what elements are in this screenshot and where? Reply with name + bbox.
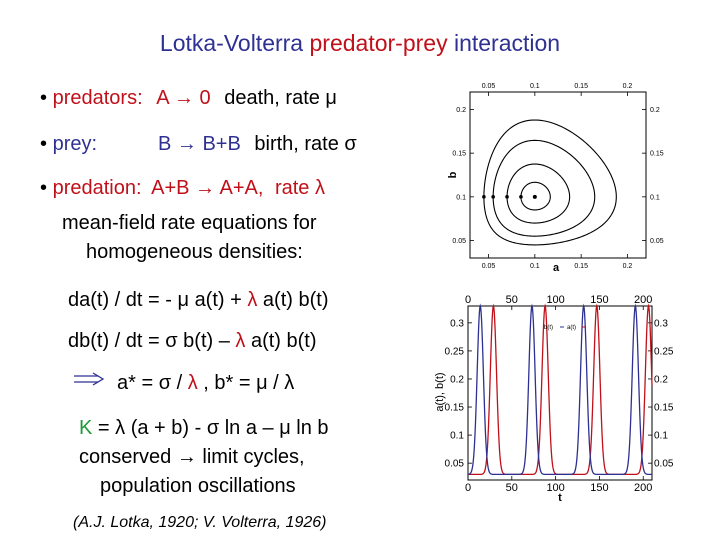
phase-xtick-label-top: 0.1 bbox=[530, 83, 540, 90]
phase-ytick-label: 0.05 bbox=[452, 238, 466, 245]
phase-ytick-label-right: 0.2 bbox=[650, 107, 660, 114]
prey-reaction: B → B+B bbox=[158, 133, 241, 155]
time-plot-frame bbox=[467, 305, 653, 481]
phase-start-marker bbox=[482, 195, 486, 199]
conserved-line3: population oscillations bbox=[100, 475, 296, 497]
time-ytick-label: 0.2 bbox=[450, 374, 464, 385]
fixed-point: a* = σ / λ , b* = μ / λ bbox=[117, 372, 294, 395]
conserved-K: K bbox=[79, 417, 93, 439]
phase-xlabel: a bbox=[553, 262, 560, 274]
time-ylabel: a(t), b(t) bbox=[434, 372, 446, 411]
fixed-post: , b* = μ / λ bbox=[197, 372, 295, 394]
phase-xtick-label: 0.05 bbox=[482, 263, 496, 270]
equation-a: da(t) / dt = - μ a(t) + λ a(t) b(t) bbox=[68, 289, 328, 312]
phase-xtick-label-top: 0.2 bbox=[623, 83, 633, 90]
time-xtick-label: 150 bbox=[590, 482, 608, 494]
fixed-lambda: λ bbox=[187, 372, 198, 394]
eq1-pre: da(t) / dt = - μ a(t) + bbox=[68, 289, 248, 311]
legend-b-label: b(t) bbox=[544, 325, 553, 331]
time-series-line-a(t) bbox=[468, 303, 653, 476]
time-ytick-label-right: 0.05 bbox=[654, 459, 674, 470]
time-ytick-label: 0.05 bbox=[445, 459, 465, 470]
time-ytick-label: 0.1 bbox=[450, 431, 464, 442]
eq2-pre: db(t) / dt = σ b(t) – bbox=[68, 330, 236, 352]
bullet-dot: • bbox=[40, 177, 48, 199]
predation-reaction: A+B → A+A, bbox=[151, 177, 264, 199]
title-part1: Lotka-Volterra bbox=[159, 30, 310, 56]
phase-start-marker bbox=[491, 195, 495, 199]
time-xtick-label-top: 50 bbox=[506, 294, 518, 306]
phase-portrait-chart: 0.05 0.05 0.1 0.1 0.15 0.15 0.2 0.2 0.2 0.2 0.15 0.… bbox=[447, 83, 664, 274]
time-xtick-label: 0 bbox=[465, 482, 471, 494]
eq1-post: a(t) b(t) bbox=[257, 289, 329, 311]
bullet-prey: • prey: bbox=[40, 133, 97, 156]
phase-start-marker bbox=[505, 195, 509, 199]
predation-label: predation: bbox=[52, 177, 142, 199]
predators-text: death, rate μ bbox=[224, 87, 337, 109]
legend-a-label: a(t) bbox=[567, 325, 576, 331]
eq2-lambda: λ bbox=[235, 330, 246, 352]
phase-xtick-label: 0.2 bbox=[623, 263, 633, 270]
phase-ytick-label-right: 0.1 bbox=[650, 194, 660, 201]
meanfield-line2: homogeneous densities: bbox=[86, 241, 303, 263]
phase-ylabel: b bbox=[447, 171, 459, 178]
phase-start-marker bbox=[519, 195, 523, 199]
implies-arrow-icon bbox=[74, 372, 105, 386]
predation-text: rate λ bbox=[274, 177, 325, 199]
time-xtick-label: 100 bbox=[546, 482, 564, 494]
eq1-lambda: λ bbox=[247, 289, 258, 311]
time-xtick-label: 200 bbox=[634, 482, 652, 494]
time-xtick-label-top: 100 bbox=[546, 294, 564, 306]
time-xtick-label-top: 0 bbox=[465, 294, 471, 306]
conserved-line2: conserved → limit cycles, bbox=[79, 446, 305, 468]
citation: (A.J. Lotka, 1920; V. Volterra, 1926) bbox=[73, 514, 327, 531]
slide-title: Lotka-Volterra predator-prey interaction bbox=[0, 30, 720, 57]
prey-text: birth, rate σ bbox=[254, 133, 357, 155]
time-xlabel: t bbox=[558, 492, 562, 504]
conserved-line1: K = λ (a + b) - σ ln a – μ ln b bbox=[79, 417, 329, 440]
equation-b: db(t) / dt = σ b(t) – λ a(t) b(t) bbox=[68, 330, 317, 353]
phase-orbit-orbit2 bbox=[506, 163, 571, 224]
bullet-predators: • predators: A → 0 death, rate μ bbox=[40, 87, 337, 110]
time-ytick-label-right: 0.25 bbox=[654, 346, 674, 357]
phase-ytick-label: 0.1 bbox=[456, 194, 466, 201]
time-ytick-label-right: 0.2 bbox=[654, 374, 668, 385]
phase-xtick-label-top: 0.15 bbox=[574, 83, 588, 90]
time-ytick-label: 0.15 bbox=[445, 403, 465, 414]
time-ytick-label-right: 0.15 bbox=[654, 403, 674, 414]
time-xtick-label: 50 bbox=[506, 482, 518, 494]
phase-xtick-label: 0.1 bbox=[530, 263, 540, 270]
phase-plot-frame bbox=[469, 91, 647, 259]
bullet-predation: • predation: A+B → A+A, rate λ bbox=[40, 177, 325, 200]
conserved-formula: = λ (a + b) - σ ln a – μ ln b bbox=[92, 417, 329, 439]
time-series-line-b(t) bbox=[467, 303, 652, 476]
title-part2: predator-prey bbox=[309, 30, 448, 56]
predators-label: predators: bbox=[52, 87, 143, 109]
time-series-chart: 0 0 50 50 100 100 150 150 200 200 0.3 0.3 0.25 0.25 0.… bbox=[434, 294, 674, 504]
time-ytick-label-right: 0.3 bbox=[654, 318, 668, 329]
bullet-dot: • bbox=[40, 133, 48, 155]
time-ytick-label: 0.3 bbox=[450, 318, 464, 329]
phase-xtick-label-top: 0.05 bbox=[482, 83, 496, 90]
phase-ytick-label-right: 0.15 bbox=[650, 151, 664, 158]
prey-reaction-line: B → B+B birth, rate σ bbox=[158, 133, 357, 156]
fixed-pre: a* = σ / bbox=[117, 372, 188, 394]
predators-reaction: A → 0 bbox=[156, 87, 211, 109]
bullet-dot: • bbox=[40, 87, 48, 109]
phase-ytick-label: 0.15 bbox=[452, 151, 466, 158]
eq2-post: a(t) b(t) bbox=[245, 330, 317, 352]
time-xtick-label-top: 200 bbox=[634, 294, 652, 306]
phase-xtick-label: 0.15 bbox=[574, 263, 588, 270]
time-xtick-label-top: 150 bbox=[590, 294, 608, 306]
prey-label: prey: bbox=[52, 133, 98, 155]
phase-fixed-point-marker bbox=[532, 194, 537, 199]
time-ytick-label: 0.25 bbox=[445, 346, 465, 357]
time-ytick-label-right: 0.1 bbox=[654, 431, 668, 442]
phase-ytick-label-right: 0.05 bbox=[650, 238, 664, 245]
title-part3: interaction bbox=[447, 30, 561, 56]
meanfield-line1: mean-field rate equations for bbox=[62, 212, 317, 234]
phase-ytick-label: 0.2 bbox=[456, 107, 466, 114]
